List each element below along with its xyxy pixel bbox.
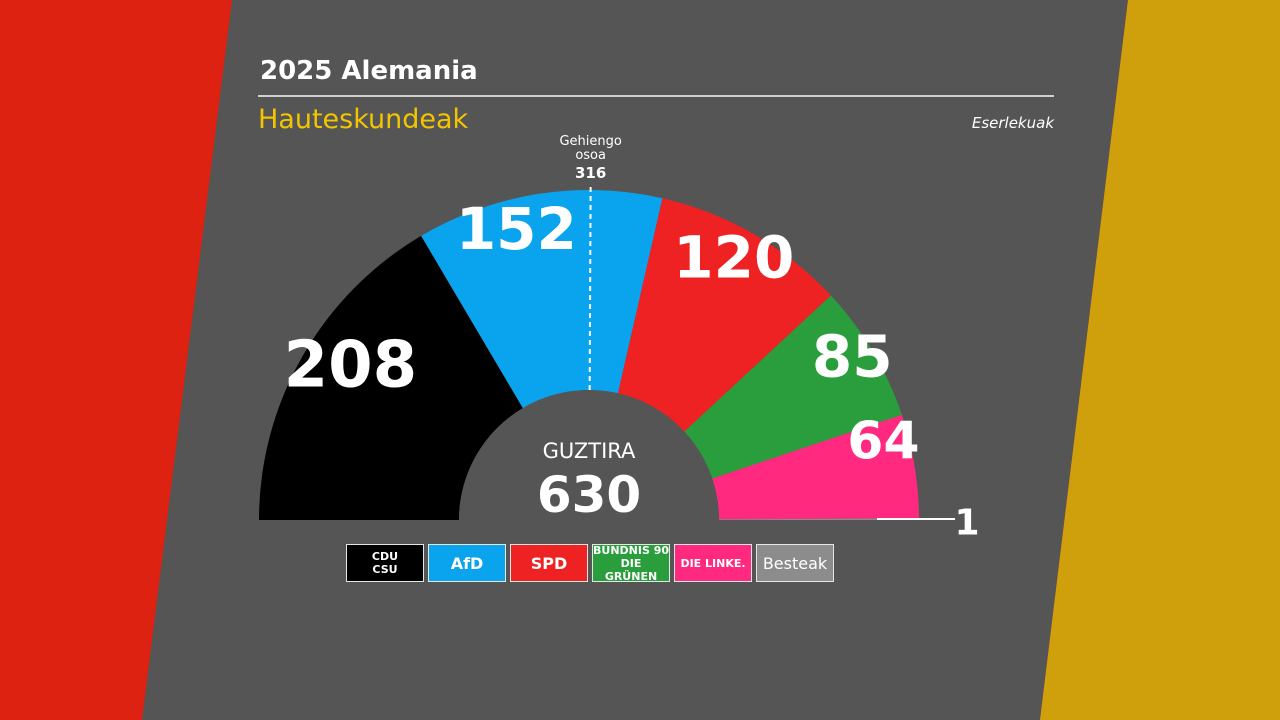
flag-stripe-gold (1040, 0, 1280, 720)
legend-item-4: BÜNDNIS 90 DIE GRÜNEN (592, 544, 670, 582)
chart-subtitle: Hauteskundeak (258, 104, 469, 135)
majority-line (588, 183, 592, 391)
total-value: 630 (537, 466, 641, 524)
seat-segment-6 (718, 518, 919, 520)
seat-label-1: 208 (284, 329, 418, 403)
seat-label-2: 152 (456, 195, 577, 263)
legend-item-6: Besteak (756, 544, 834, 582)
legend-item-3: SPD (510, 544, 588, 582)
legend: CDU CSU AfD SPD BÜNDNIS 90 DIE GRÜNEN DIE LI… (346, 544, 834, 582)
seat-segment-5 (712, 414, 919, 520)
title-divider (258, 95, 1054, 97)
seat-segment-1 (259, 235, 523, 520)
center-hole (459, 390, 719, 520)
seat-label-4: 85 (812, 323, 893, 391)
seat-segment-2 (421, 190, 663, 409)
majority-label-line2: osoa (575, 148, 606, 163)
majority-value: 316 (575, 164, 606, 182)
seat-label-5: 64 (847, 411, 919, 471)
legend-item-2: AfD (428, 544, 506, 582)
majority-label-line1: Gehiengo (559, 134, 621, 149)
legend-item-5: DIE LINKE. (674, 544, 752, 582)
total-label: GUZTIRA (543, 439, 636, 463)
legend-item-1: CDU CSU (346, 544, 424, 582)
seat-segment-3 (617, 198, 831, 432)
seat-label-3: 120 (673, 224, 794, 292)
seat-segment-4 (684, 295, 902, 479)
chart-title: 2025 Alemania (260, 56, 478, 86)
units-label: Eserlekuak (971, 114, 1054, 132)
seat-label-6: 1 (954, 503, 979, 544)
